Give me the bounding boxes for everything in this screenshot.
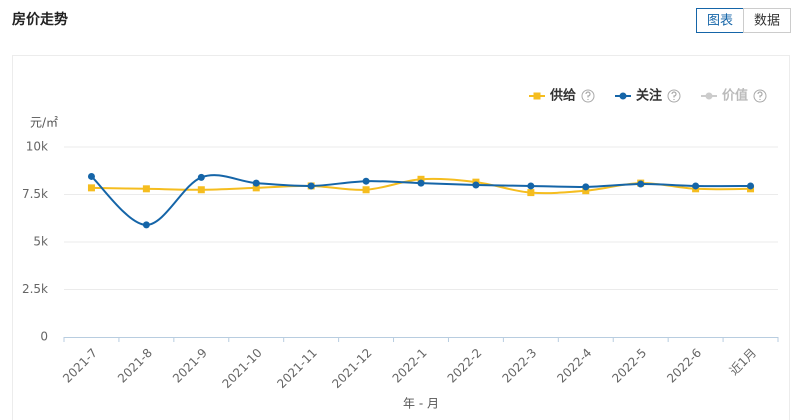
legend-label: 供给: [549, 88, 576, 104]
point: [87, 184, 95, 192]
point: [362, 177, 370, 185]
point: [252, 179, 260, 187]
y-tick-label: 5k: [33, 235, 48, 249]
y-unit: 元/㎡: [30, 116, 58, 130]
tab-chart[interactable]: [696, 8, 744, 33]
help-glyph: [671, 91, 677, 100]
point: [637, 180, 645, 188]
point: [472, 181, 480, 189]
tab-data[interactable]: [743, 8, 791, 33]
legend-item[interactable]: 价值: [701, 88, 767, 104]
legend-item[interactable]: 关注: [615, 88, 681, 104]
legend-label: 价值: [722, 88, 748, 104]
page-title: 房价走势: [12, 11, 68, 28]
help-glyph: [757, 91, 763, 100]
y-tick-label: 7.5k: [22, 187, 48, 201]
legend-marker: [705, 92, 713, 100]
help-icon: [581, 89, 595, 103]
point: [527, 189, 535, 197]
point: [307, 182, 315, 190]
legend-marker: [533, 92, 541, 100]
point: [252, 184, 260, 192]
y-tick-label: 2.5k: [22, 282, 48, 296]
point: [362, 186, 370, 194]
legend-marker: [619, 92, 627, 100]
point: [417, 175, 425, 183]
y-tick-label: 0: [40, 330, 48, 344]
point: [527, 182, 535, 190]
help-icon: [667, 89, 681, 103]
point: [142, 185, 150, 193]
x-axis-label: 年 - 月: [403, 397, 439, 411]
point: [692, 182, 700, 190]
legend-item[interactable]: 供给: [529, 88, 595, 104]
point: [582, 187, 590, 195]
point: [582, 183, 590, 191]
tab-label[interactable]: 数据: [754, 14, 780, 29]
point: [197, 173, 205, 181]
point: [87, 172, 95, 180]
y-tick-label: 10k: [26, 140, 48, 154]
legend-label: 关注: [636, 88, 662, 104]
chart-panel: [12, 55, 790, 420]
point: [417, 179, 425, 187]
point: [747, 182, 755, 190]
help-icon: [753, 89, 767, 103]
tab-label[interactable]: 图表: [707, 14, 733, 29]
point: [142, 221, 150, 229]
point: [197, 186, 205, 194]
help-glyph: [585, 91, 591, 100]
